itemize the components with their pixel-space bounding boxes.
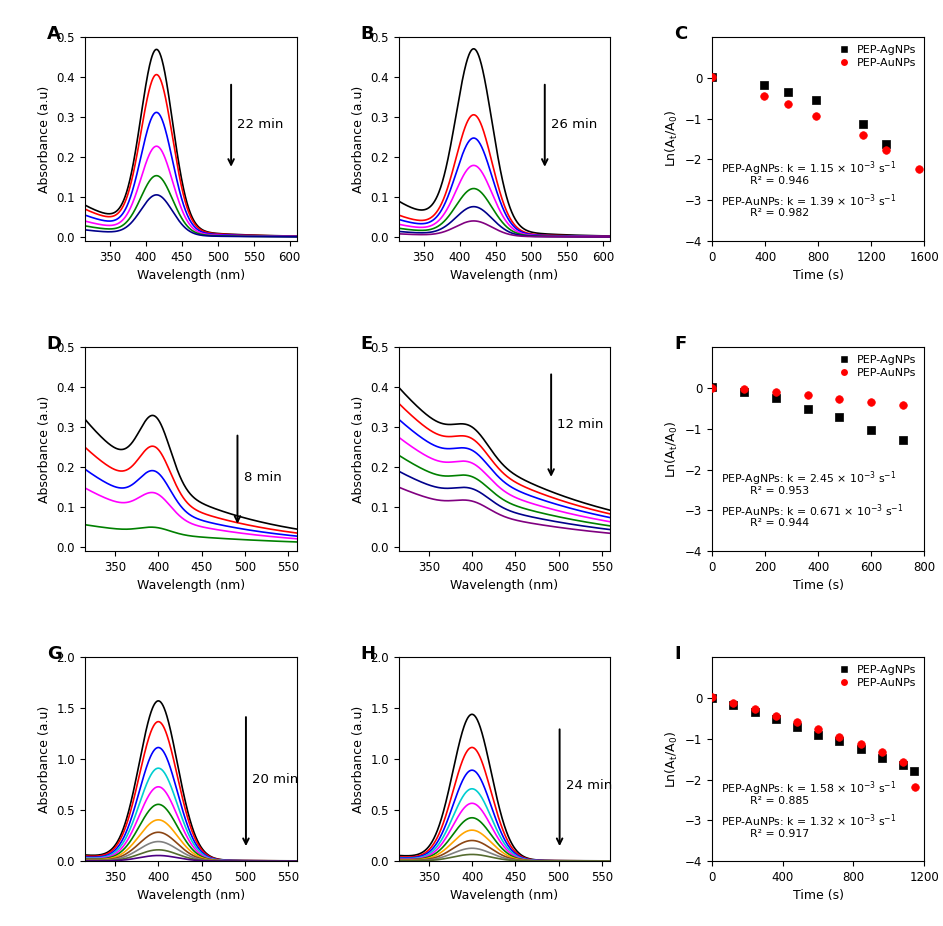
Text: PEP-AgNPs: k = 2.45 × 10$^{-3}$ s$^{-1}$: PEP-AgNPs: k = 2.45 × 10$^{-3}$ s$^{-1}$ [720, 469, 896, 488]
Y-axis label: Ln(A$_\mathregular{t}$/A$_\mathregular{0}$): Ln(A$_\mathregular{t}$/A$_\mathregular{0… [664, 420, 680, 478]
Point [811, 727, 826, 742]
Point [855, 128, 870, 143]
Text: C: C [674, 25, 687, 43]
Y-axis label: Absorbance (a.u): Absorbance (a.u) [38, 395, 51, 503]
Point [908, 780, 923, 795]
X-axis label: Wavelength (nm): Wavelength (nm) [137, 269, 245, 282]
Text: R² = 0.917: R² = 0.917 [751, 829, 809, 839]
Point [704, 690, 720, 705]
Point [704, 380, 720, 394]
Point [878, 143, 893, 157]
Point [911, 161, 926, 176]
Text: 20 min: 20 min [253, 773, 299, 786]
Point [769, 708, 784, 723]
X-axis label: Time (s): Time (s) [793, 890, 844, 903]
Point [832, 410, 847, 425]
Point [874, 750, 889, 765]
Text: H: H [360, 644, 375, 663]
Text: A: A [47, 25, 60, 43]
X-axis label: Time (s): Time (s) [793, 580, 844, 593]
Text: B: B [360, 25, 374, 43]
Text: R² = 0.946: R² = 0.946 [751, 176, 809, 186]
Text: 26 min: 26 min [551, 119, 597, 131]
X-axis label: Wavelength (nm): Wavelength (nm) [451, 580, 558, 593]
Text: 24 min: 24 min [566, 779, 612, 793]
Point [853, 742, 869, 757]
Point [780, 84, 795, 99]
Point [800, 402, 815, 417]
Text: I: I [674, 644, 681, 663]
Y-axis label: Ln(A$_\mathregular{t}$/A$_\mathregular{0}$): Ln(A$_\mathregular{t}$/A$_\mathregular{0… [664, 110, 680, 168]
Legend: PEP-AgNPs, PEP-AuNPs: PEP-AgNPs, PEP-AuNPs [831, 353, 918, 381]
Y-axis label: Absorbance (a.u): Absorbance (a.u) [38, 706, 51, 813]
Text: 12 min: 12 min [557, 419, 604, 432]
Point [864, 422, 879, 437]
Point [726, 697, 741, 712]
Point [736, 382, 752, 396]
X-axis label: Wavelength (nm): Wavelength (nm) [137, 890, 245, 903]
Text: R² = 0.885: R² = 0.885 [751, 796, 809, 806]
Point [704, 380, 720, 394]
Point [704, 70, 720, 85]
Point [769, 711, 784, 726]
Point [808, 108, 823, 123]
Text: R² = 0.944: R² = 0.944 [751, 519, 809, 529]
Legend: PEP-AgNPs, PEP-AuNPs: PEP-AgNPs, PEP-AuNPs [831, 663, 918, 691]
X-axis label: Wavelength (nm): Wavelength (nm) [451, 890, 558, 903]
Point [896, 755, 911, 770]
Point [832, 730, 847, 745]
Point [874, 745, 889, 759]
Point [811, 722, 826, 737]
Point [808, 93, 823, 107]
Text: F: F [674, 335, 687, 353]
Point [789, 715, 804, 730]
Point [747, 705, 762, 720]
Text: PEP-AuNPs: k = 1.32 × 10$^{-3}$ s$^{-1}$: PEP-AuNPs: k = 1.32 × 10$^{-3}$ s$^{-1}$ [720, 812, 896, 829]
Text: R² = 0.953: R² = 0.953 [751, 486, 809, 495]
X-axis label: Wavelength (nm): Wavelength (nm) [451, 269, 558, 282]
Point [832, 733, 847, 748]
Point [704, 69, 720, 84]
Point [896, 757, 911, 772]
Y-axis label: Ln(A$_\mathregular{t}$/A$_\mathregular{0}$): Ln(A$_\mathregular{t}$/A$_\mathregular{0… [664, 731, 680, 788]
Point [896, 432, 911, 447]
Text: E: E [360, 335, 372, 353]
Point [855, 117, 870, 131]
X-axis label: Wavelength (nm): Wavelength (nm) [137, 580, 245, 593]
Point [780, 96, 795, 111]
Legend: PEP-AgNPs, PEP-AuNPs: PEP-AgNPs, PEP-AuNPs [831, 43, 918, 70]
Y-axis label: Absorbance (a.u): Absorbance (a.u) [38, 85, 51, 193]
Point [906, 764, 921, 779]
Point [769, 384, 784, 399]
Y-axis label: Absorbance (a.u): Absorbance (a.u) [352, 395, 365, 503]
Text: 8 min: 8 min [244, 471, 282, 484]
Text: PEP-AgNPs: k = 1.15 × 10$^{-3}$ s$^{-1}$: PEP-AgNPs: k = 1.15 × 10$^{-3}$ s$^{-1}$ [720, 159, 896, 178]
Point [800, 387, 815, 402]
Point [726, 695, 741, 710]
Point [896, 398, 911, 413]
Y-axis label: Absorbance (a.u): Absorbance (a.u) [352, 706, 365, 813]
Point [878, 137, 893, 152]
Point [832, 392, 847, 407]
Text: G: G [47, 644, 61, 663]
Point [853, 737, 869, 752]
Text: R² = 0.982: R² = 0.982 [751, 208, 809, 219]
Point [789, 720, 804, 734]
Y-axis label: Absorbance (a.u): Absorbance (a.u) [352, 85, 365, 193]
Point [769, 391, 784, 406]
Point [756, 88, 771, 103]
Text: PEP-AgNPs: k = 1.58 × 10$^{-3}$ s$^{-1}$: PEP-AgNPs: k = 1.58 × 10$^{-3}$ s$^{-1}$ [720, 780, 896, 798]
Text: PEP-AuNPs: k = 0.671 × 10$^{-3}$ s$^{-1}$: PEP-AuNPs: k = 0.671 × 10$^{-3}$ s$^{-1}… [720, 502, 903, 519]
Text: D: D [47, 335, 61, 353]
X-axis label: Time (s): Time (s) [793, 269, 844, 282]
Text: PEP-AuNPs: k = 1.39 × 10$^{-3}$ s$^{-1}$: PEP-AuNPs: k = 1.39 × 10$^{-3}$ s$^{-1}$ [720, 192, 896, 208]
Text: 22 min: 22 min [238, 119, 284, 131]
Point [864, 394, 879, 409]
Point [756, 78, 771, 93]
Point [736, 384, 752, 399]
Point [747, 702, 762, 717]
Point [704, 690, 720, 705]
